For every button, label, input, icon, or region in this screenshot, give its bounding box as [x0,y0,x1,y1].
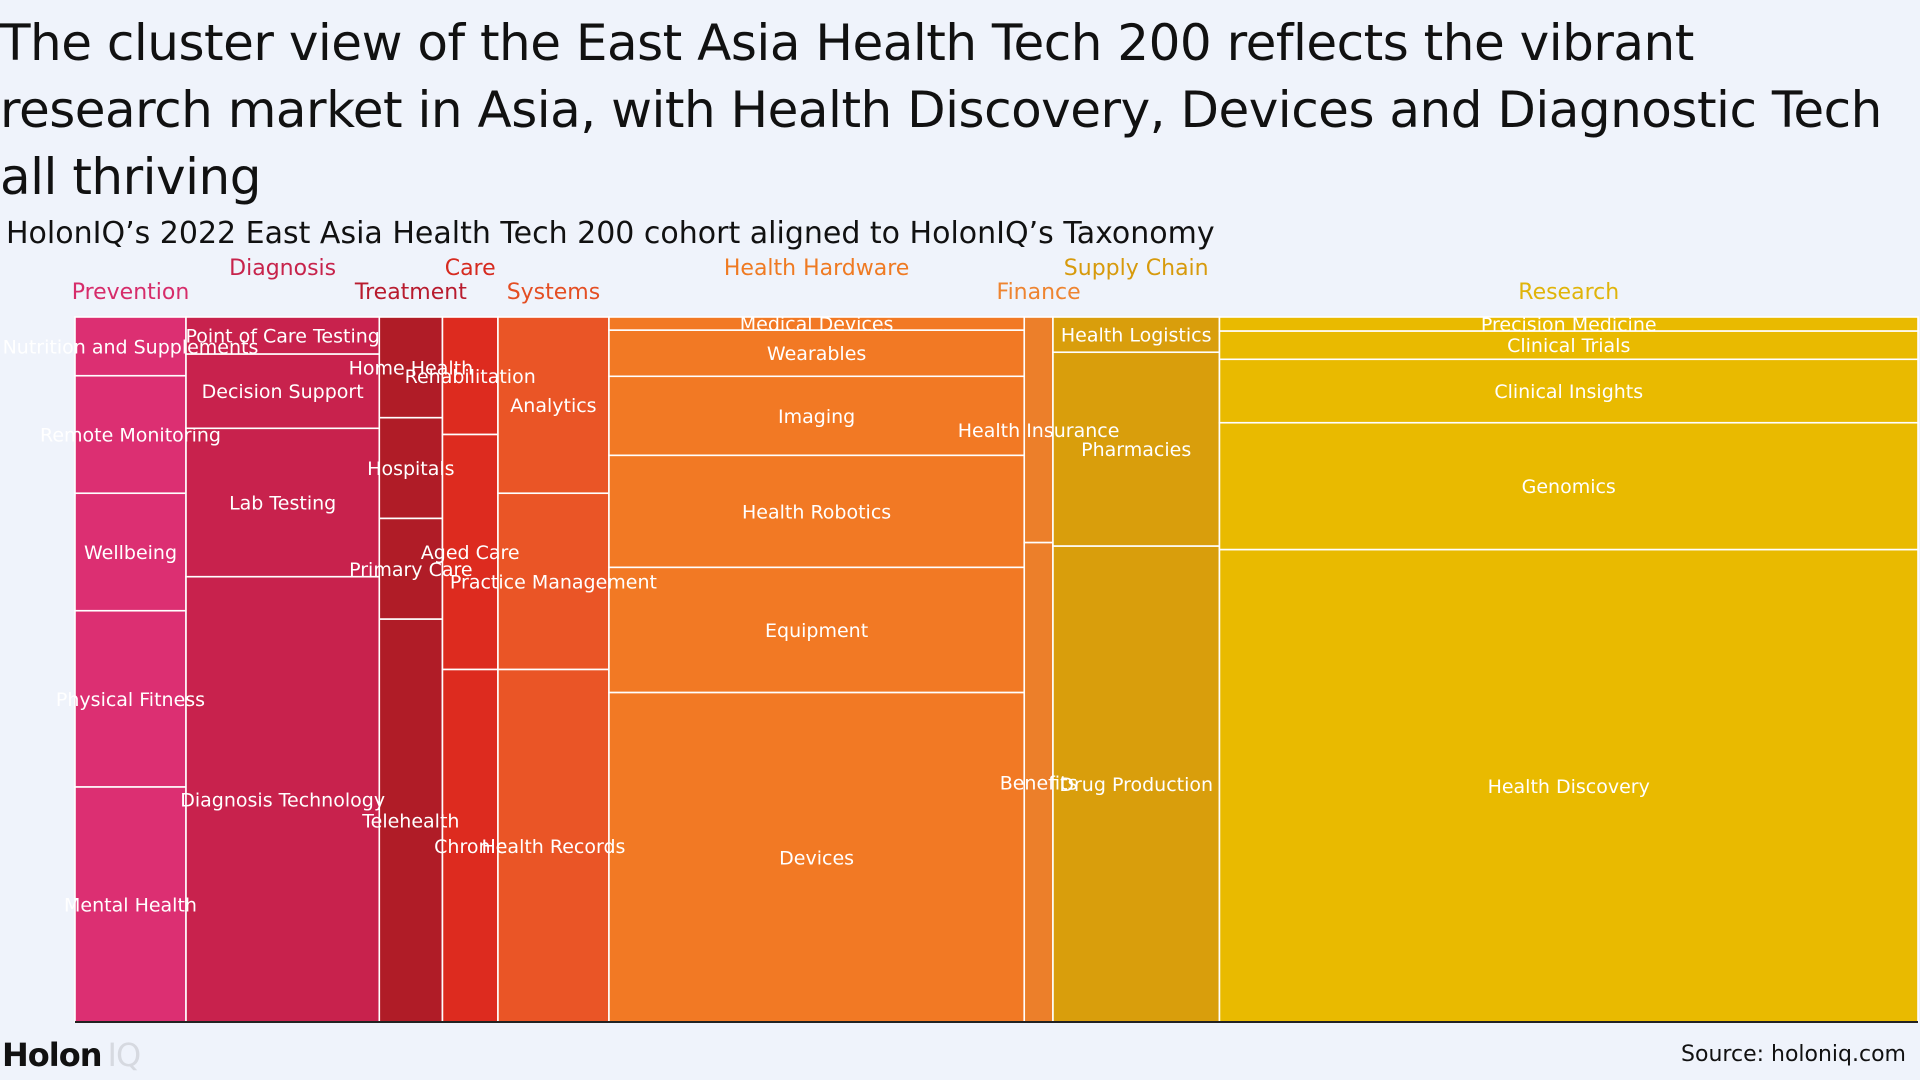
group-label-systems: Systems [507,280,601,305]
tile-label-genomics: Genomics [1522,476,1616,498]
tile-analytics [497,316,610,495]
tile-imaging [608,375,1026,457]
tile-label-equipment: Equipment [765,620,868,642]
tile-label-health-records: Health Records [481,836,625,858]
tile-wellbeing [74,492,187,612]
tile-label-clinical-trials: Clinical Trials [1507,335,1630,357]
group-label-care: Care [445,256,496,281]
tile-clinical-trials [1218,330,1919,361]
tile-label-decision-support: Decision Support [202,381,364,403]
tile-label-drug-production: Drug Production [1059,774,1213,796]
group-label-prevention: Prevention [72,280,190,305]
page-title: The cluster view of the East Asia Health… [0,14,1882,206]
group-label-health-hardware: Health Hardware [724,256,909,281]
tile-label-mental-health: Mental Health [64,895,197,917]
tile-health-records [497,668,610,1023]
tile-label-pharmacies: Pharmacies [1081,439,1191,461]
tile-health-insurance [1023,316,1054,544]
group-label-supply-chain: Supply Chain [1064,256,1209,281]
tile-clinical-insights [1218,358,1919,424]
group-label-diagnosis: Diagnosis [229,256,336,281]
chart-subtitle: HolonIQ’s 2022 East Asia Health Tech 200… [6,216,1215,251]
tile-label-precision-medicine: Precision Medicine [1481,314,1657,336]
tile-label-physical-fitness: Physical Fitness [56,689,205,711]
tile-genomics [1218,421,1919,551]
tile-equipment [608,566,1026,694]
tile-label-hospitals: Hospitals [367,458,454,480]
group-label-research: Research [1518,280,1619,305]
tile-practice-management [497,492,610,671]
tile-label-lab-testing: Lab Testing [229,493,336,515]
tile-label-wearables: Wearables [767,343,866,365]
tile-label-clinical-insights: Clinical Insights [1494,381,1643,403]
tile-label-aged-care: Aged Care [421,542,520,564]
tile-label-point-of-care-testing: Point of Care Testing [185,326,379,348]
tile-lab-testing [185,427,381,578]
tile-benefits [1023,541,1054,1023]
tile-label-chronic: Chronic [434,836,506,858]
group-label-finance: Finance [997,280,1081,305]
tile-nutrition-and-supplements [74,316,187,377]
tile-remote-monitoring [74,374,187,495]
tile-chronic [441,668,499,1023]
source-note: Source: holoniq.com [1681,1042,1906,1067]
holoniq-logo: Holon IQ [2,1036,142,1074]
tile-label-health-logistics: Health Logistics [1061,325,1212,347]
tile-devices [608,691,1026,1023]
tile-mental-health [74,786,187,1023]
tile-label-wellbeing: Wellbeing [84,542,177,564]
tile-label-home-health: Home Health [349,357,474,379]
tile-label-health-insurance: Health Insurance [958,420,1120,442]
tile-health-robotics [608,454,1026,569]
logo-suffix-text: IQ [107,1036,142,1074]
tile-primary-care [378,517,444,620]
tile-label-diagnosis-technology: Diagnosis Technology [180,789,385,811]
tile-label-rehabilitation: Rehabilitation [405,366,536,388]
logo-main-text: Holon [2,1036,102,1074]
tile-label-health-discovery: Health Discovery [1488,776,1650,798]
tile-health-discovery [1218,548,1919,1023]
tile-physical-fitness [74,609,187,788]
tile-home-health [378,316,444,419]
tile-drug-production [1052,545,1221,1023]
group-label-treatment: Treatment [354,280,467,305]
tile-label-analytics: Analytics [510,395,596,417]
tile-label-benefits: Benefits [1000,772,1078,794]
tile-label-remote-monitoring: Remote Monitoring [40,425,221,447]
tile-label-health-robotics: Health Robotics [742,501,891,523]
tile-label-medical-devices: Medical Devices [740,314,894,336]
tile-rehabilitation [441,316,499,436]
tile-point-of-care-testing [185,316,381,355]
tile-label-devices: Devices [779,847,854,869]
tile-label-primary-care: Primary Care [349,559,472,581]
tile-label-nutrition-and-supplements: Nutrition and Supplements [3,336,259,358]
tile-label-imaging: Imaging [778,406,855,428]
tile-label-practice-management: Practice Management [450,571,657,593]
tile-label-telehealth: Telehealth [361,811,459,833]
